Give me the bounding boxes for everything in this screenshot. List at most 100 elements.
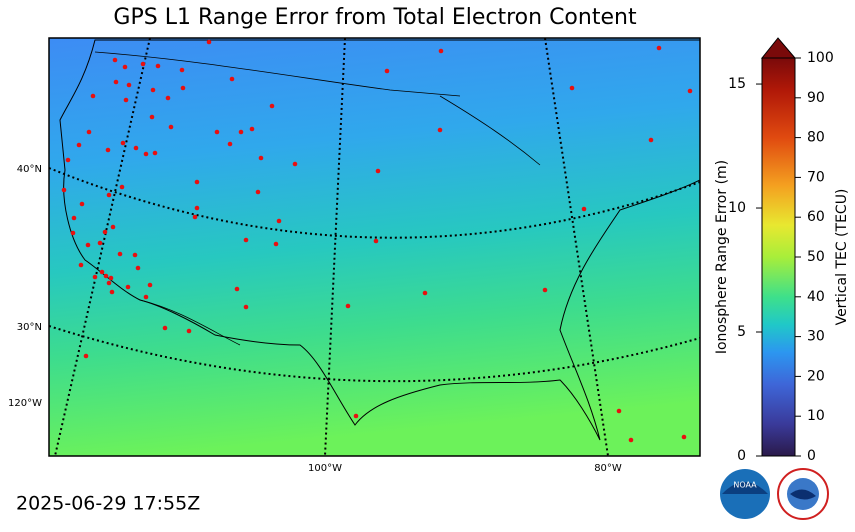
station xyxy=(258,155,264,161)
y-tick-label: 10 xyxy=(728,200,746,216)
colorbar xyxy=(761,57,796,457)
station xyxy=(71,215,77,221)
y-tick-label: 5 xyxy=(737,324,746,340)
station xyxy=(113,79,119,85)
colorbar-extend xyxy=(760,37,797,59)
station xyxy=(437,127,443,133)
station xyxy=(249,126,255,132)
y2-tick-label: 0 xyxy=(807,448,816,464)
station xyxy=(227,141,233,147)
station xyxy=(229,76,235,82)
station xyxy=(125,284,131,290)
station xyxy=(628,437,634,443)
station xyxy=(345,303,351,309)
station xyxy=(165,95,171,101)
station xyxy=(273,241,279,247)
station xyxy=(106,192,112,198)
station xyxy=(65,157,71,163)
station xyxy=(76,142,82,148)
map-frame xyxy=(48,37,701,457)
y2-tick-label: 70 xyxy=(807,169,825,185)
station xyxy=(155,63,161,69)
stations xyxy=(61,39,693,443)
station xyxy=(86,129,92,135)
station xyxy=(119,184,125,190)
y2-tick-label: 20 xyxy=(807,368,825,384)
borders xyxy=(94,51,541,346)
station xyxy=(110,224,116,230)
station xyxy=(143,294,149,300)
station xyxy=(243,304,249,310)
station xyxy=(353,413,359,419)
station xyxy=(61,187,67,193)
station xyxy=(79,201,85,207)
station xyxy=(132,252,138,258)
lon-label: 80°W xyxy=(594,463,622,474)
station xyxy=(542,287,548,293)
y2-tick-label: 40 xyxy=(807,289,825,305)
title: GPS L1 Range Error from Total Electron C… xyxy=(113,5,637,30)
station xyxy=(569,85,575,91)
map-field xyxy=(49,38,700,456)
station xyxy=(194,179,200,185)
y2-tick-label: 30 xyxy=(807,329,825,345)
station xyxy=(292,161,298,167)
station xyxy=(152,150,158,156)
station xyxy=(133,145,139,151)
station xyxy=(150,87,156,93)
station xyxy=(276,218,282,224)
station xyxy=(105,147,111,153)
svg-text:NOAA: NOAA xyxy=(733,481,757,490)
timestamp: 2025-06-29 17:55Z xyxy=(16,493,200,515)
station xyxy=(656,45,662,51)
station xyxy=(78,262,84,268)
station xyxy=(70,230,76,236)
station xyxy=(143,151,149,157)
lon-label: 100°W xyxy=(308,463,342,474)
y2-tick-label: 100 xyxy=(807,50,834,66)
noaa-logo: NOAA xyxy=(720,469,770,519)
station xyxy=(269,103,275,109)
nws-logo xyxy=(777,468,829,520)
station xyxy=(168,124,174,130)
lat-label: 40°N xyxy=(17,164,42,175)
station xyxy=(122,64,128,70)
station xyxy=(162,325,168,331)
station xyxy=(85,242,91,248)
station xyxy=(108,275,114,281)
map xyxy=(49,38,700,456)
station xyxy=(103,273,109,279)
station xyxy=(83,353,89,359)
station xyxy=(616,408,622,414)
station xyxy=(97,240,103,246)
station xyxy=(648,137,654,143)
station xyxy=(126,82,132,88)
lon-label: 120°W xyxy=(8,398,42,409)
station xyxy=(102,229,108,235)
station xyxy=(373,238,379,244)
graticule xyxy=(49,38,700,456)
station xyxy=(255,189,261,195)
station xyxy=(135,265,141,271)
station xyxy=(375,168,381,174)
station xyxy=(92,274,98,280)
colorbar-left-label: Ionosphere Range Error (m) xyxy=(714,160,730,354)
lat-label: 30°N xyxy=(17,322,42,333)
y2-tick-label: 80 xyxy=(807,130,825,146)
station xyxy=(206,39,212,45)
y-tick-label: 0 xyxy=(737,448,746,464)
station xyxy=(214,129,220,135)
station xyxy=(581,206,587,212)
station xyxy=(238,129,244,135)
station xyxy=(384,68,390,74)
station xyxy=(123,97,129,103)
y2-tick-label: 10 xyxy=(807,408,825,424)
station xyxy=(120,140,126,146)
station xyxy=(99,269,105,275)
colorbar-right-label: Vertical TEC (TECU) xyxy=(834,189,850,326)
station xyxy=(117,251,123,257)
station xyxy=(149,114,155,120)
station xyxy=(90,93,96,99)
station xyxy=(438,48,444,54)
